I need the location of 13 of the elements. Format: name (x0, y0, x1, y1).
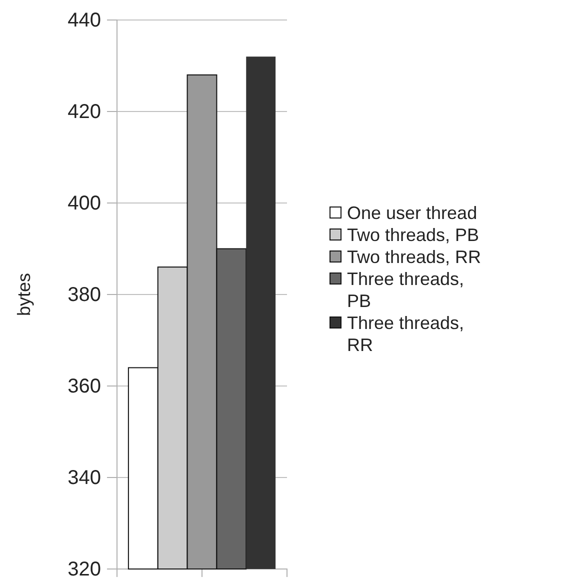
y-tick-label: 400 (68, 192, 101, 214)
y-tick-label: 320 (68, 558, 101, 580)
y-tick-label: 360 (68, 375, 101, 398)
legend-label: Three threads, RR (347, 313, 464, 355)
legend-label: Two threads, PB (347, 225, 480, 245)
legend-label: One user thread (347, 203, 478, 223)
legend-label: Two threads, RR (347, 247, 482, 267)
legend-label: Three threads, PB (347, 269, 464, 311)
y-tick-label: 420 (68, 100, 101, 123)
y-axis-title: bytes (14, 272, 34, 316)
y-tick-label: 340 (68, 466, 101, 489)
y-tick-label: 440 (68, 9, 101, 32)
y-tick-label: 380 (68, 284, 101, 306)
